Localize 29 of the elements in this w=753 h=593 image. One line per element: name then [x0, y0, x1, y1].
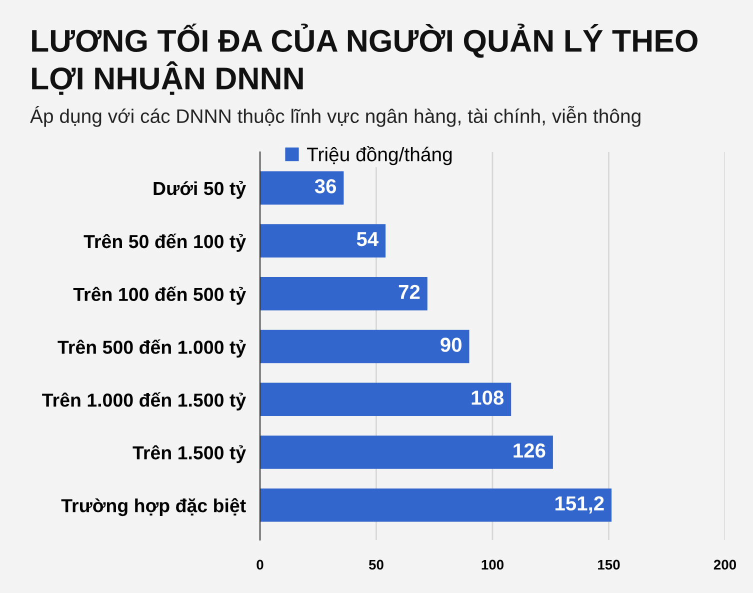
data-label: 54	[356, 232, 378, 246]
chart-subtitle: Áp dụng với các DNNN thuộc lĩnh vực ngân hàng, tài chính, viễn thông	[30, 106, 640, 127]
bar	[260, 330, 470, 364]
x-tick-label: 0	[256, 560, 264, 570]
y-tick-label: Trên 1.000 đến 1.500 tỷ	[42, 392, 246, 410]
x-tick-label: 200	[714, 560, 736, 570]
x-tick-label: 150	[598, 560, 620, 570]
bar	[260, 277, 428, 310]
bar	[260, 224, 386, 258]
legend-label: Triệu đồng/tháng	[307, 146, 452, 166]
bar	[260, 436, 553, 469]
y-tick-label: Dưới 50 tỷ	[154, 180, 246, 199]
bar	[260, 171, 344, 205]
data-label: 90	[440, 338, 462, 352]
data-label: 126	[514, 443, 546, 458]
x-tick-label: 50	[368, 560, 384, 570]
chart-title: LƯƠNG TỐI ĐA CỦA NGƯỜI QUẢN LÝ THEO LỢI NHUẬN DNNN	[32, 24, 698, 95]
y-tick-label: Trên 100 đến 500 tỷ	[73, 286, 246, 305]
data-label: 72	[398, 284, 420, 299]
data-label: 151,2	[555, 496, 604, 514]
y-tick-label: Trường hợp đặc biệt	[61, 498, 246, 516]
bar	[260, 382, 512, 416]
y-tick-label: Trên 50 đến 100 tỷ	[84, 234, 246, 252]
y-tick-label: Trên 1.500 tỷ	[132, 445, 246, 464]
data-label: 108	[472, 390, 504, 405]
y-tick-label: Trên 500 đến 1.000 tỷ	[58, 339, 246, 358]
data-label: 36	[314, 179, 336, 194]
x-tick-label: 100	[482, 560, 504, 570]
bar	[260, 488, 612, 522]
